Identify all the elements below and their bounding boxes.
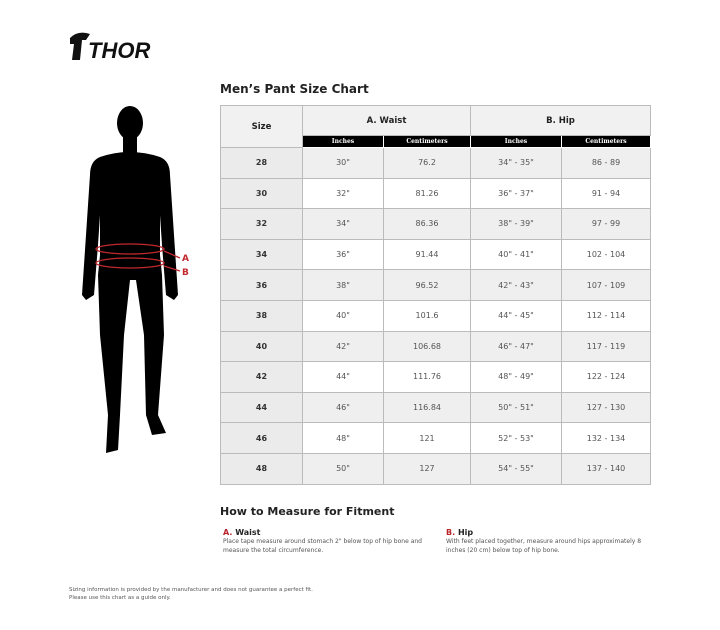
hip-inches-cell: 52" - 53" bbox=[470, 422, 562, 454]
size-cell: 30 bbox=[220, 177, 303, 210]
hip-inches-cell: 44" - 45" bbox=[470, 299, 562, 332]
size-cell: 42 bbox=[220, 361, 303, 393]
waist-cm-cell: 76.2 bbox=[383, 147, 471, 179]
waist-cm-cell: 101.6 bbox=[383, 299, 471, 332]
waist-cm-cell: 86.36 bbox=[383, 208, 471, 240]
hip-cm-cell: 107 - 109 bbox=[561, 269, 651, 301]
hip-inches-cell: 46" - 47" bbox=[470, 330, 562, 363]
hip-inches-cell: 34" - 35" bbox=[470, 147, 562, 179]
waist-cm-header: Centimeters bbox=[383, 135, 471, 148]
hip-inches-cell: 38" - 39" bbox=[470, 208, 562, 240]
hip-cm-cell: 122 - 124 bbox=[561, 361, 651, 393]
waist-inches-cell: 42" bbox=[302, 330, 384, 363]
waist-instructions: A. Waist Place tape measure around stoma… bbox=[223, 528, 422, 554]
page-title: Men’s Pant Size Chart bbox=[220, 82, 369, 96]
table-row: 48 50" 127 54" - 55" 137 - 140 bbox=[220, 452, 651, 485]
hip-cm-cell: 97 - 99 bbox=[561, 208, 651, 240]
table-row: 46 48" 121 52" - 53" 132 - 134 bbox=[220, 422, 651, 454]
hip-inches-cell: 54" - 55" bbox=[470, 452, 562, 485]
hip-inches-header: Inches bbox=[470, 135, 562, 148]
disclaimer: Sizing information is provided by the ma… bbox=[69, 587, 313, 601]
table-row: 34 36" 91.44 40" - 41" 102 - 104 bbox=[220, 238, 651, 271]
hip-cm-cell: 112 - 114 bbox=[561, 299, 651, 332]
waist-cm-cell: 96.52 bbox=[383, 269, 471, 301]
hip-instructions: B. Hip With feet placed together, measur… bbox=[446, 528, 642, 554]
hip-inches-cell: 36" - 37" bbox=[470, 177, 562, 210]
hip-inches-cell: 50" - 51" bbox=[470, 391, 562, 424]
size-cell: 38 bbox=[220, 299, 303, 332]
body-silhouette: A B bbox=[82, 106, 189, 453]
waist-inches-header: Inches bbox=[302, 135, 384, 148]
waist-inches-cell: 32" bbox=[302, 177, 384, 210]
hip-cm-cell: 91 - 94 bbox=[561, 177, 651, 210]
size-cell: 46 bbox=[220, 422, 303, 454]
table-row: 30 32" 81.26 36" - 37" 91 - 94 bbox=[220, 177, 651, 210]
table-row: 40 42" 106.68 46" - 47" 117 - 119 bbox=[220, 330, 651, 363]
waist-cm-cell: 116.84 bbox=[383, 391, 471, 424]
waist-inches-cell: 36" bbox=[302, 238, 384, 271]
svg-text:THOR: THOR bbox=[88, 38, 150, 63]
size-cell: 32 bbox=[220, 208, 303, 240]
hip-cm-cell: 132 - 134 bbox=[561, 422, 651, 454]
figure-label-a: A bbox=[182, 254, 189, 264]
hip-cm-header: Centimeters bbox=[561, 135, 651, 148]
hip-cm-cell: 86 - 89 bbox=[561, 147, 651, 179]
waist-inches-cell: 38" bbox=[302, 269, 384, 301]
waist-cm-cell: 121 bbox=[383, 422, 471, 454]
hip-cm-cell: 102 - 104 bbox=[561, 238, 651, 271]
hip-cm-cell: 127 - 130 bbox=[561, 391, 651, 424]
waist-inches-cell: 34" bbox=[302, 208, 384, 240]
hip-inches-cell: 48" - 49" bbox=[470, 361, 562, 393]
waist-cm-cell: 106.68 bbox=[383, 330, 471, 363]
size-cell: 48 bbox=[220, 452, 303, 485]
waist-inches-cell: 30" bbox=[302, 147, 384, 179]
table-row: 28 30" 76.2 34" - 35" 86 - 89 bbox=[220, 147, 651, 179]
size-cell: 28 bbox=[220, 147, 303, 179]
waist-cm-cell: 127 bbox=[383, 452, 471, 485]
size-cell: 44 bbox=[220, 391, 303, 424]
size-cell: 36 bbox=[220, 269, 303, 301]
waist-cm-cell: 81.26 bbox=[383, 177, 471, 210]
waist-header: A. Waist bbox=[302, 105, 471, 136]
size-table: Size A. Waist B. Hip Inches Centimeters … bbox=[220, 105, 651, 485]
measure-title: How to Measure for Fitment bbox=[220, 505, 395, 518]
hip-inches-cell: 42" - 43" bbox=[470, 269, 562, 301]
hip-cm-cell: 117 - 119 bbox=[561, 330, 651, 363]
table-row: 38 40" 101.6 44" - 45" 112 - 114 bbox=[220, 299, 651, 332]
table-row: 42 44" 111.76 48" - 49" 122 - 124 bbox=[220, 361, 651, 393]
table-row: 32 34" 86.36 38" - 39" 97 - 99 bbox=[220, 208, 651, 240]
hip-header: B. Hip bbox=[470, 105, 651, 136]
hip-cm-cell: 137 - 140 bbox=[561, 452, 651, 485]
waist-inches-cell: 48" bbox=[302, 422, 384, 454]
hip-inches-cell: 40" - 41" bbox=[470, 238, 562, 271]
table-row: 36 38" 96.52 42" - 43" 107 - 109 bbox=[220, 269, 651, 301]
waist-inches-cell: 40" bbox=[302, 299, 384, 332]
size-cell: 34 bbox=[220, 238, 303, 271]
waist-cm-cell: 91.44 bbox=[383, 238, 471, 271]
figure-label-b: B bbox=[182, 268, 189, 278]
waist-inches-cell: 46" bbox=[302, 391, 384, 424]
size-header: Size bbox=[220, 105, 303, 148]
size-cell: 40 bbox=[220, 330, 303, 363]
waist-cm-cell: 111.76 bbox=[383, 361, 471, 393]
waist-inches-cell: 50" bbox=[302, 452, 384, 485]
waist-inches-cell: 44" bbox=[302, 361, 384, 393]
thor-logo: THOR bbox=[70, 32, 150, 63]
table-row: 44 46" 116.84 50" - 51" 127 - 130 bbox=[220, 391, 651, 424]
